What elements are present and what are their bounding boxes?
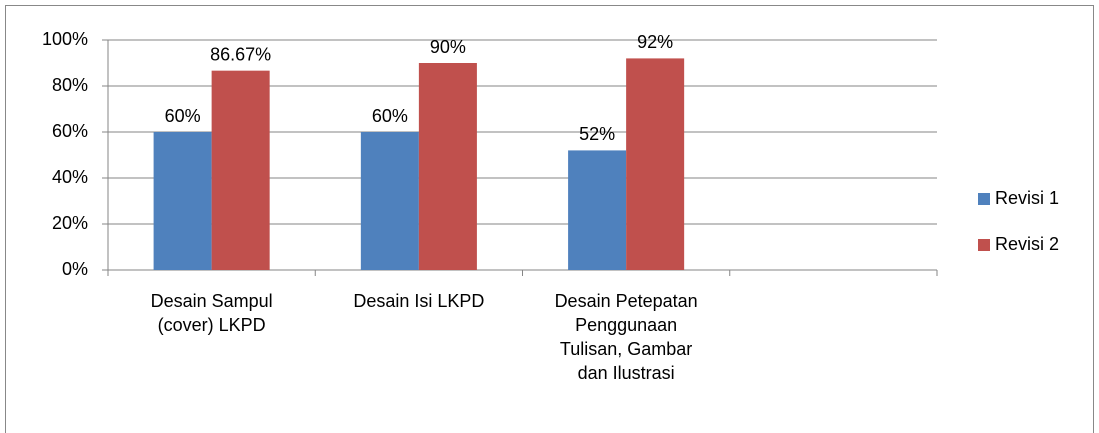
data-label: 92% <box>637 32 673 52</box>
bar <box>360 132 419 270</box>
data-label: 52% <box>579 124 615 144</box>
x-tick-label: Desain Petepatan Penggunaan Tulisan, Gamba… <box>555 291 698 383</box>
legend-label: Revisi 1 <box>995 188 1059 208</box>
y-tick-label: 20% <box>52 213 88 233</box>
legend-label: Revisi 2 <box>995 234 1059 254</box>
y-tick-label: 0% <box>62 259 88 279</box>
x-tick-label: Desain Isi LKPD <box>353 291 484 311</box>
chart-frame <box>5 5 1094 433</box>
y-tick-label: 60% <box>52 121 88 141</box>
legend-swatch <box>978 193 990 205</box>
bar <box>211 70 270 270</box>
y-tick-label: 100% <box>42 29 88 49</box>
y-tick-label: 80% <box>52 75 88 95</box>
data-label: 60% <box>372 106 408 126</box>
data-label: 60% <box>165 106 201 126</box>
y-tick-label: 40% <box>52 167 88 187</box>
bar <box>153 132 212 270</box>
bar <box>418 63 477 270</box>
data-label: 90% <box>430 37 466 57</box>
bar <box>568 150 627 270</box>
legend-swatch <box>978 239 990 251</box>
data-label: 86.67% <box>210 44 271 64</box>
bar <box>626 58 685 271</box>
x-tick-label: Desain Sampul (cover) LKPD <box>151 291 273 335</box>
